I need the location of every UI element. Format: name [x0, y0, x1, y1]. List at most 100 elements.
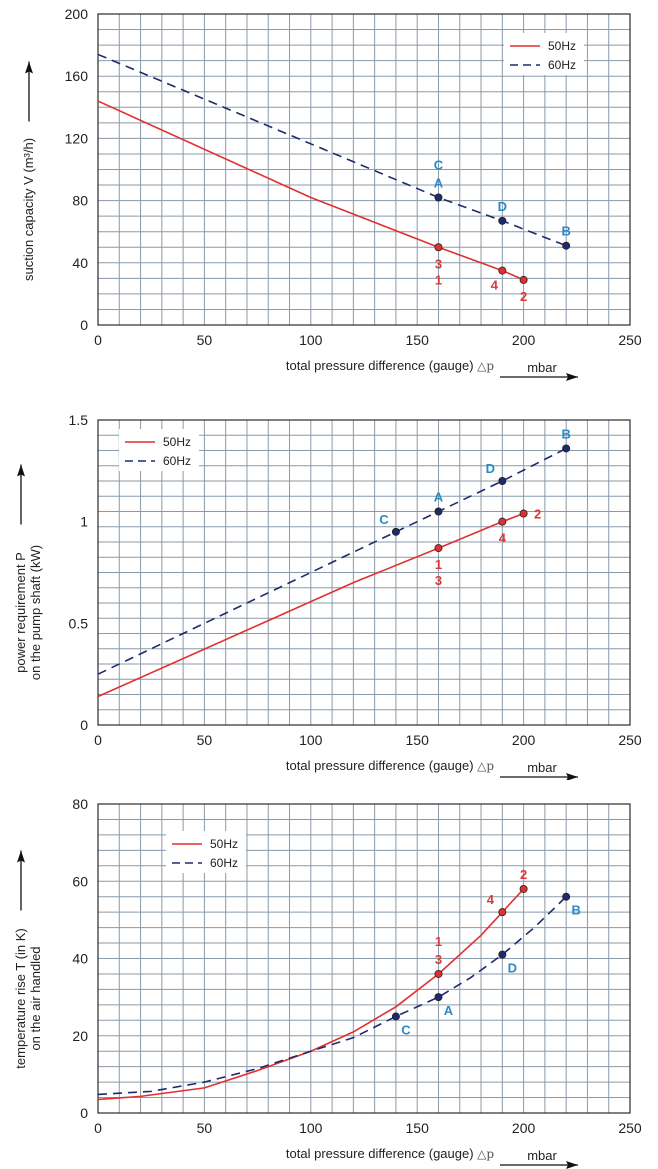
x-unit-arrow-head	[566, 373, 578, 381]
x-unit-label: mbar	[527, 760, 557, 775]
point-label: A	[434, 490, 444, 505]
data-point-60Hz	[498, 950, 507, 959]
data-point-60Hz	[391, 1012, 400, 1021]
point-label: B	[561, 426, 570, 441]
y-tick-label: 1.5	[69, 412, 89, 428]
y-tick-label: 0	[80, 1105, 88, 1121]
y-axis-label-group: temperature rise T (in K) on the air hand…	[13, 928, 43, 1068]
data-point-50Hz	[434, 969, 443, 978]
y-tick-label: 40	[72, 255, 88, 271]
y-tick-label: 80	[72, 193, 88, 209]
data-point-60Hz	[434, 193, 443, 202]
x-tick-label: 200	[512, 332, 536, 348]
x-axis-label: total pressure difference (gauge) △p	[286, 1146, 494, 1161]
x-tick-label: 50	[197, 732, 213, 748]
x-tick-label: 0	[94, 332, 102, 348]
point-label: A	[444, 1003, 454, 1018]
point-label: 2	[520, 289, 527, 304]
grid	[97, 803, 631, 1114]
y-tick-label: 60	[72, 873, 88, 889]
series-line-60Hz	[97, 53, 567, 247]
point-label: 1	[435, 272, 442, 287]
x-tick-label: 100	[299, 732, 323, 748]
x-tick-label: 150	[406, 332, 430, 348]
x-tick-label: 150	[406, 732, 430, 748]
legend-background	[504, 33, 584, 75]
chart-3: 0 50 100 150 200 250 0 20 40 60 80 total pressure d…	[13, 796, 642, 1169]
point-label: 3	[435, 573, 442, 588]
point-label: 3	[435, 256, 442, 271]
data-point-60Hz	[562, 241, 571, 250]
data-point-60Hz	[562, 444, 571, 453]
data-point-50Hz	[498, 908, 507, 917]
y-axis-label: temperature rise T (in K)	[13, 928, 28, 1068]
point-label: 3	[435, 952, 442, 967]
y-axis-arrow-head	[17, 464, 25, 477]
point-label: C	[379, 512, 389, 527]
y-tick-label: 80	[72, 796, 88, 812]
legend-label: 50Hz	[548, 39, 576, 53]
x-tick-label: 200	[512, 1120, 536, 1136]
x-tick-label: 150	[406, 1120, 430, 1136]
x-tick-label: 50	[197, 332, 213, 348]
data-point-60Hz	[498, 477, 507, 486]
y-axis-label: suction capacity V (m³/h)	[21, 138, 36, 281]
legend-label: 60Hz	[548, 58, 576, 72]
data-point-50Hz	[434, 544, 443, 553]
y-tick-label: 1	[80, 514, 88, 530]
y-tick-label: 200	[65, 6, 89, 22]
x-tick-label: 200	[512, 732, 536, 748]
plot-frame	[97, 803, 631, 1114]
point-label: B	[571, 903, 580, 918]
point-label: 4	[499, 531, 507, 546]
point-label: C	[434, 157, 444, 172]
y-tick-label: 0.5	[69, 615, 89, 631]
legend: 50Hz 60Hz	[166, 831, 246, 873]
data-point-60Hz	[434, 993, 443, 1002]
point-label: 1	[435, 557, 442, 572]
grid	[97, 419, 631, 726]
x-tick-label: 50	[197, 1120, 213, 1136]
data-point-50Hz	[498, 517, 507, 526]
y-tick-label: 0	[80, 717, 88, 733]
data-point-60Hz	[498, 216, 507, 225]
y-axis-label: power requirement P	[13, 552, 28, 673]
x-unit-label: mbar	[527, 1148, 557, 1163]
data-point-50Hz	[519, 884, 528, 893]
x-unit-arrow-head	[566, 1161, 578, 1169]
plot-frame	[97, 419, 631, 726]
data-point-50Hz	[498, 266, 507, 275]
y-tick-label: 120	[65, 130, 89, 146]
legend-label: 50Hz	[210, 837, 238, 851]
point-label: C	[401, 1022, 411, 1037]
legend-label: 60Hz	[210, 856, 238, 870]
x-tick-label: 250	[618, 332, 642, 348]
legend-background	[166, 831, 246, 873]
x-unit-label: mbar	[527, 360, 557, 375]
data-point-60Hz	[434, 507, 443, 516]
legend: 50Hz 60Hz	[504, 33, 584, 75]
chart-1: 0 50 100 150 200 250 0 40 80 120 160 200 total press…	[21, 6, 642, 381]
data-point-60Hz	[562, 892, 571, 901]
data-point-60Hz	[391, 527, 400, 536]
x-tick-label: 100	[299, 1120, 323, 1136]
y-axis-label-group: suction capacity V (m³/h)	[21, 138, 36, 281]
x-tick-label: 0	[94, 732, 102, 748]
data-point-50Hz	[519, 509, 528, 518]
x-unit-arrow-head	[566, 773, 578, 780]
y-axis-label-line2: on the pump shaft (kW)	[28, 545, 43, 680]
y-tick-label: 160	[65, 68, 89, 84]
point-label: 4	[487, 892, 495, 907]
point-label: D	[486, 461, 495, 476]
series-line-60Hz	[97, 896, 567, 1096]
x-tick-label: 250	[618, 732, 642, 748]
series-line-50Hz	[97, 888, 525, 1101]
chart-2: 0 50 100 150 200 250 0 0.5 1 1.5 total pressure di…	[13, 412, 642, 780]
x-axis-label: total pressure difference (gauge) △p	[286, 758, 494, 773]
y-tick-label: 40	[72, 951, 88, 967]
point-label: A	[434, 175, 444, 190]
y-axis-arrow-head	[25, 61, 33, 74]
x-tick-label: 100	[299, 332, 323, 348]
x-tick-label: 250	[618, 1120, 642, 1136]
